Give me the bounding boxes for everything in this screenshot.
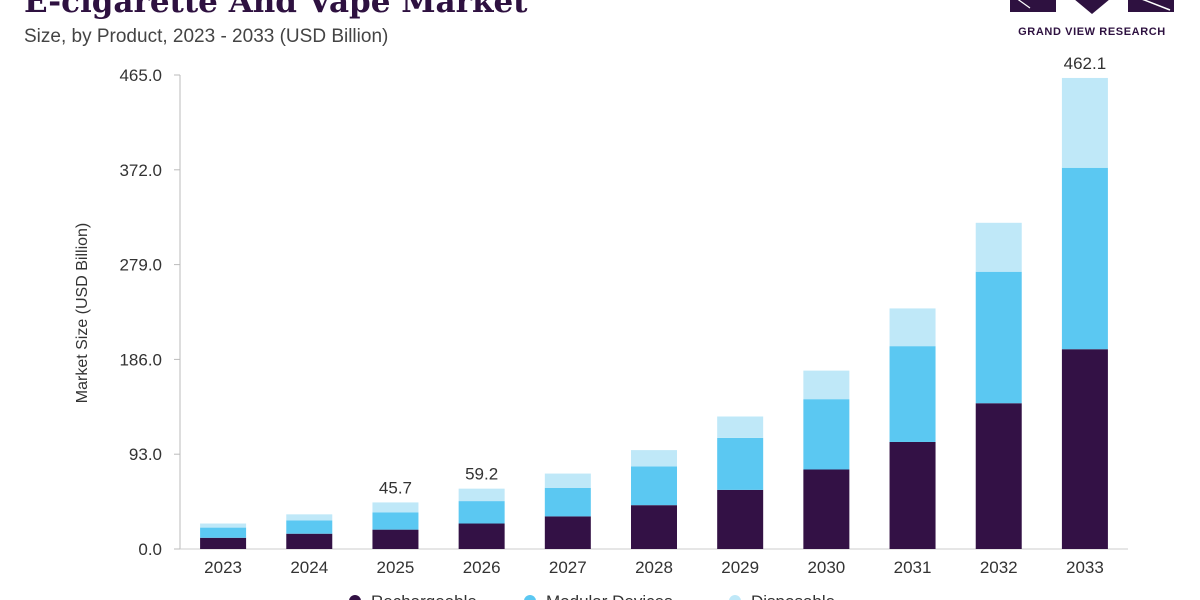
legend: Rechargeable Modular Devices Disposable — [349, 592, 835, 600]
bar-segment-disposable — [1061, 77, 1108, 168]
x-tick-label: 2033 — [1066, 558, 1104, 577]
bar-segment-modular-devices — [372, 512, 419, 530]
bar-segment-rechargeable — [1061, 349, 1108, 549]
chart-subtitle: Size, by Product, 2023 - 2033 (USD Billi… — [24, 26, 389, 47]
bar-segment-rechargeable — [631, 505, 677, 549]
bars — [200, 77, 1108, 549]
bar-segment-disposable — [458, 488, 505, 502]
bar-segment-modular-devices — [803, 399, 850, 470]
bar-segment-modular-devices — [458, 501, 505, 524]
bar-segment-rechargeable — [200, 537, 247, 549]
bar-segment-disposable — [200, 523, 247, 528]
bar-segment-rechargeable — [975, 403, 1022, 549]
x-tick-label: 2029 — [721, 558, 759, 577]
x-tick-label: 2028 — [635, 558, 673, 577]
bar-segment-disposable — [975, 222, 1022, 272]
y-tick-label: 186.0 — [119, 350, 162, 369]
bar-segment-rechargeable — [717, 489, 764, 549]
bar-segment-disposable — [372, 502, 419, 513]
bar-segment-rechargeable — [803, 469, 850, 549]
y-axis-label: Market Size (USD Billion) — [74, 223, 91, 403]
bar-segment-modular-devices — [1061, 167, 1108, 350]
bar-segment-rechargeable — [458, 523, 505, 549]
bar-segment-rechargeable — [286, 533, 333, 549]
x-tick-label: 2027 — [549, 558, 587, 577]
bar-segment-rechargeable — [372, 529, 419, 549]
grand-view-research-logo-icon — [1010, 0, 1174, 14]
axes: 0.0 93.0 186.0 279.0 372.0 465.0 2023 2024 2025 2… — [119, 66, 1128, 577]
y-tick-label: 465.0 — [119, 66, 162, 85]
x-tick-label: 2025 — [377, 558, 415, 577]
chart-title: E-cigarette And Vape Market — [24, 0, 528, 20]
bar-segment-disposable — [717, 416, 764, 438]
legend-marker — [524, 595, 536, 600]
bar-segment-modular-devices — [717, 437, 764, 490]
bar-segment-disposable — [631, 450, 677, 467]
data-label: 59.2 — [465, 465, 498, 484]
bar-segment-rechargeable — [544, 516, 591, 549]
legend-marker — [729, 595, 741, 600]
x-tick-label: 2032 — [980, 558, 1018, 577]
bar-segment-disposable — [544, 473, 591, 488]
x-tick-label: 2024 — [290, 558, 328, 577]
data-label: 462.1 — [1064, 54, 1107, 73]
y-tick-label: 279.0 — [119, 256, 162, 275]
x-tick-label: 2026 — [463, 558, 501, 577]
legend-label: Disposable — [751, 592, 835, 600]
legend-label: Rechargeable — [371, 592, 477, 600]
bar-segment-modular-devices — [286, 520, 333, 534]
data-label: 45.7 — [379, 478, 412, 497]
bar-segment-disposable — [889, 308, 936, 347]
legend-label: Modular Devices — [546, 592, 673, 600]
bar-segment-disposable — [803, 370, 850, 400]
bar-segment-modular-devices — [631, 466, 677, 506]
legend-marker — [349, 595, 361, 600]
bar-segment-modular-devices — [544, 487, 591, 517]
bar-segment-disposable — [286, 514, 333, 521]
y-tick-label: 93.0 — [129, 445, 162, 464]
y-tick-label: 0.0 — [138, 540, 162, 559]
data-labels: 45.7 59.2 462.1 — [379, 54, 1106, 497]
bar-segment-rechargeable — [889, 441, 936, 549]
bar-segment-modular-devices — [975, 271, 1022, 404]
x-tick-label: 2023 — [204, 558, 242, 577]
x-tick-label: 2030 — [807, 558, 845, 577]
brand-name: GRAND VIEW RESEARCH — [1018, 26, 1166, 38]
x-tick-label: 2031 — [894, 558, 932, 577]
bar-segment-modular-devices — [889, 346, 936, 442]
y-tick-label: 372.0 — [119, 161, 162, 180]
bar-segment-modular-devices — [200, 527, 247, 538]
